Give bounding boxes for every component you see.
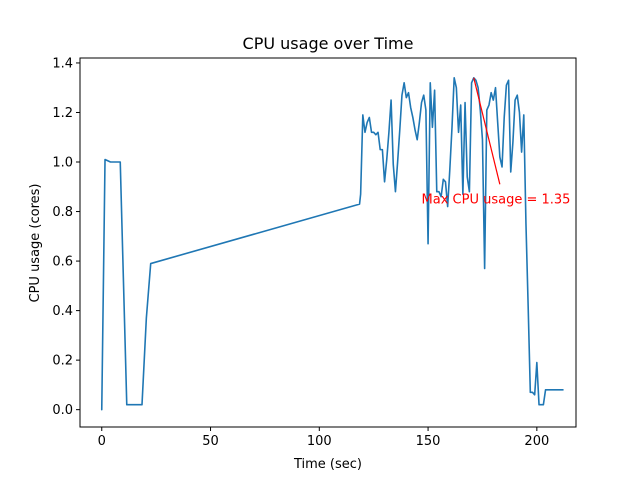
x-axis-label: Time (sec) xyxy=(293,457,362,472)
series-line-0 xyxy=(100,77,564,411)
x-tick-label: 200 xyxy=(524,434,549,449)
x-tick-label: 100 xyxy=(307,434,332,449)
y-tick-label: 0.6 xyxy=(52,255,73,270)
y-tick-label: 0.8 xyxy=(52,205,73,220)
y-tick-label: 1.2 xyxy=(52,106,73,121)
x-tick-label: 0 xyxy=(98,434,106,449)
y-axis-label: CPU usage (cores) xyxy=(28,184,43,303)
x-axis: 0 50 100 150 200 xyxy=(98,427,549,449)
y-tick-label: 1.0 xyxy=(52,156,73,171)
y-axis: 0.0 0.2 0.4 0.6 0.8 1.0 1.2 1.4 xyxy=(52,56,80,418)
plot-frame xyxy=(79,57,577,428)
x-tick-label: 50 xyxy=(202,434,219,449)
annotation-text: Max CPU usage = 1.35 xyxy=(422,193,571,208)
y-tick-label: 0.0 xyxy=(52,403,73,418)
y-tick-label: 0.2 xyxy=(52,354,73,369)
x-tick-label: 150 xyxy=(416,434,441,449)
annotation-arrow xyxy=(473,77,501,185)
plot-area xyxy=(100,77,564,411)
chart-title: CPU usage over Time xyxy=(243,34,414,53)
y-tick-label: 0.4 xyxy=(52,304,73,319)
y-tick-label: 1.4 xyxy=(52,56,73,71)
